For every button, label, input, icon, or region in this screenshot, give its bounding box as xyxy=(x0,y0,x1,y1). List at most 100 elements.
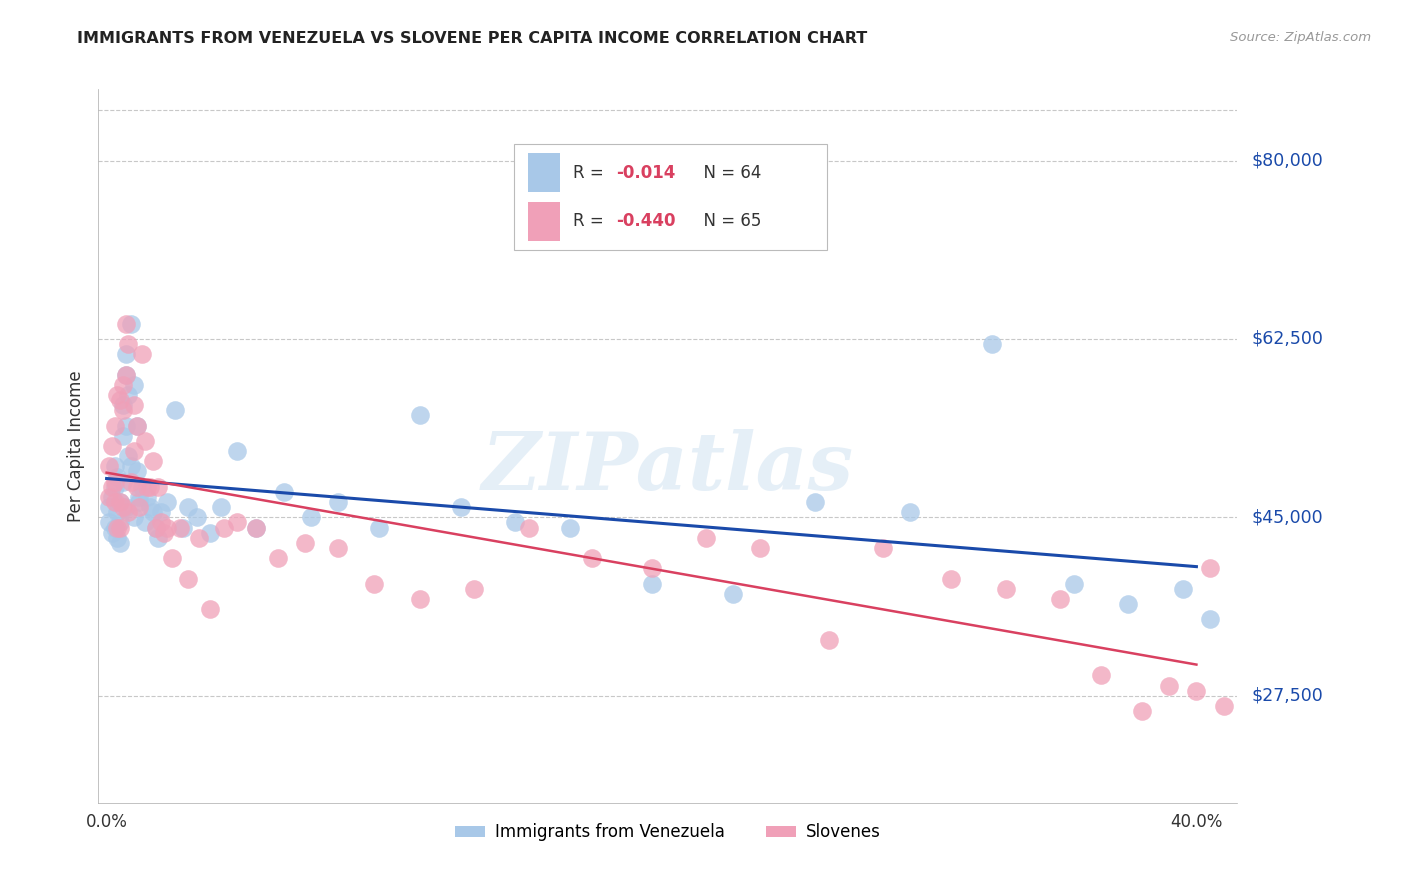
Point xyxy=(409,591,432,606)
Point xyxy=(131,480,153,494)
Point xyxy=(981,337,1004,351)
Point xyxy=(110,393,132,408)
Point xyxy=(1185,683,1208,698)
Point xyxy=(294,536,316,550)
Point xyxy=(120,459,142,474)
Point xyxy=(328,495,350,509)
Point xyxy=(212,520,235,534)
Text: IMMIGRANTS FROM VENEZUELA VS SLOVENE PER CAPITA INCOME CORRELATION CHART: IMMIGRANTS FROM VENEZUELA VS SLOVENE PER… xyxy=(77,31,868,46)
Point xyxy=(198,602,221,616)
Point xyxy=(111,403,134,417)
Point xyxy=(136,490,159,504)
Point xyxy=(107,520,129,534)
Point xyxy=(517,520,540,534)
Point xyxy=(503,516,526,530)
Point xyxy=(198,525,221,540)
Point xyxy=(155,495,177,509)
Text: -0.014: -0.014 xyxy=(617,163,676,182)
Point xyxy=(1212,698,1234,713)
Point xyxy=(122,444,145,458)
Text: -0.440: -0.440 xyxy=(617,212,676,230)
Point xyxy=(98,459,121,474)
Point xyxy=(177,500,200,515)
Point xyxy=(267,551,290,566)
Point xyxy=(145,520,167,534)
Point xyxy=(299,510,322,524)
Point xyxy=(107,505,129,519)
Point xyxy=(128,495,150,509)
Point xyxy=(1199,612,1222,626)
Text: N = 65: N = 65 xyxy=(693,212,761,230)
Point xyxy=(1090,668,1112,682)
Point xyxy=(804,495,827,509)
Point xyxy=(273,484,295,499)
Point xyxy=(104,480,127,494)
Text: ZIPatlas: ZIPatlas xyxy=(482,429,853,506)
Point xyxy=(136,480,159,494)
Point xyxy=(1130,704,1153,718)
Point xyxy=(226,444,249,458)
Point xyxy=(125,465,148,479)
Text: $45,000: $45,000 xyxy=(1251,508,1323,526)
Point xyxy=(139,500,162,515)
Point xyxy=(1116,597,1139,611)
Point xyxy=(98,500,121,515)
Point xyxy=(160,551,183,566)
Point xyxy=(122,510,145,524)
Point xyxy=(145,520,167,534)
Point xyxy=(1159,679,1181,693)
Point xyxy=(125,480,148,494)
FancyBboxPatch shape xyxy=(527,202,560,241)
Point xyxy=(110,495,132,509)
Point xyxy=(110,536,132,550)
Point xyxy=(163,403,186,417)
Text: Source: ZipAtlas.com: Source: ZipAtlas.com xyxy=(1230,31,1371,45)
Point xyxy=(111,475,134,489)
Point xyxy=(142,505,165,519)
Point xyxy=(120,475,142,489)
Point xyxy=(640,576,662,591)
Text: $27,500: $27,500 xyxy=(1251,687,1323,705)
Point xyxy=(1199,561,1222,575)
Point xyxy=(101,480,124,494)
Point xyxy=(872,541,894,555)
Point xyxy=(941,572,963,586)
Point xyxy=(328,541,350,555)
Point xyxy=(131,347,153,361)
Point xyxy=(114,500,136,515)
Point xyxy=(111,398,134,412)
Point xyxy=(749,541,772,555)
Point xyxy=(98,490,121,504)
Point xyxy=(114,317,136,331)
Point xyxy=(114,368,136,382)
Point xyxy=(107,469,129,483)
Point xyxy=(122,377,145,392)
Point xyxy=(817,632,839,647)
FancyBboxPatch shape xyxy=(527,153,560,193)
Point xyxy=(186,510,208,524)
Text: R =: R = xyxy=(574,212,609,230)
Point xyxy=(110,516,132,530)
Point xyxy=(104,475,127,489)
Point xyxy=(172,520,194,534)
Point xyxy=(139,480,162,494)
Point xyxy=(142,454,165,468)
Text: N = 64: N = 64 xyxy=(693,163,761,182)
Point xyxy=(155,520,177,534)
Point xyxy=(177,572,200,586)
Point xyxy=(101,525,124,540)
Point xyxy=(1171,582,1194,596)
Point xyxy=(107,388,129,402)
Point xyxy=(463,582,485,596)
Point xyxy=(128,490,150,504)
Point xyxy=(581,551,603,566)
Point xyxy=(104,418,127,433)
Point xyxy=(134,434,156,448)
Point xyxy=(111,429,134,443)
Point xyxy=(117,388,139,402)
Point xyxy=(209,500,232,515)
Point xyxy=(125,418,148,433)
Point xyxy=(368,520,391,534)
Point xyxy=(148,480,170,494)
Point xyxy=(245,520,267,534)
